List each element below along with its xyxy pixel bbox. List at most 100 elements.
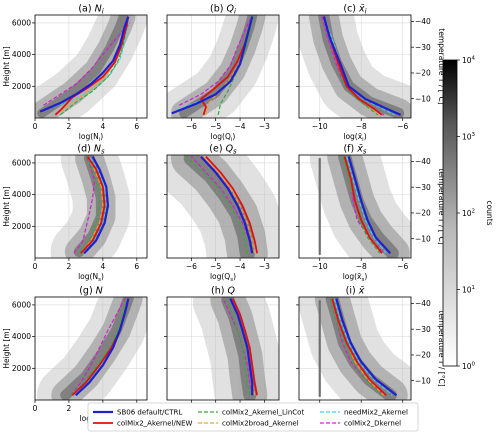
panel-c: −10 −8 −6 −10 −20 −30 −40 temperature T / [°C] (… — [296, 4, 446, 143]
legend-item-1: colMix2_Akernel/NEW — [93, 420, 193, 428]
axes-frame — [34, 154, 148, 259]
y-tick-label: 4000 — [12, 332, 31, 341]
x-tick-label: −10 — [312, 262, 328, 271]
y-tick-label: 6000 — [12, 19, 31, 28]
series-line-5 — [73, 156, 95, 254]
series-line-1 — [80, 156, 106, 254]
x-tick-label: 4 — [100, 122, 105, 131]
legend-label: needMix2_Akernel — [344, 409, 408, 417]
y2-tick-label: −40 — [415, 299, 431, 308]
colorbar-tick-label: 100 — [462, 362, 476, 372]
legend-item-5: colMix2_Dkernel — [320, 420, 401, 428]
axes-frame — [166, 296, 280, 401]
panel-title: (i) x̄ — [346, 286, 365, 297]
series-line-1 — [331, 298, 387, 396]
x-axis-label: log(Ns) — [78, 272, 104, 283]
axes-frame — [298, 154, 412, 259]
series-line-2 — [70, 298, 128, 396]
y2-tick-label: −20 — [415, 209, 431, 218]
series-line-2 — [60, 16, 129, 116]
x-axis-label: log(x̄s) — [343, 272, 368, 283]
y2-tick-label: −10 — [415, 94, 431, 103]
x-axis-label: log(Qs) — [210, 272, 236, 283]
panel-title: (e) Qs — [209, 144, 237, 156]
y-axis-label: Height [m] — [2, 328, 11, 368]
series-line-0 — [322, 16, 402, 116]
y-tick-label: 2000 — [12, 222, 31, 231]
panel-title: (d) Ns — [77, 144, 105, 156]
axes-frame — [34, 14, 148, 119]
panel-f: −10 −8 −6 −10 −20 −30 −40 temperature T / [°C] (… — [296, 144, 446, 283]
panel-title: (h) Q — [211, 286, 235, 297]
colorbar-tick-label: 103 — [462, 132, 476, 142]
series-line-0 — [347, 156, 392, 254]
x-tick-label: 4 — [100, 262, 105, 271]
x-tick-label: 2 — [67, 404, 72, 413]
x-tick-label: −4 — [235, 262, 246, 271]
legend: SB06 default/CTRL colMix2_Akernel/NEW colM… — [87, 402, 419, 432]
y2-tick-label: −30 — [415, 325, 431, 334]
x-tick-label: −5 — [210, 262, 221, 271]
series-line-2 — [323, 16, 379, 116]
y2-tick-label: −10 — [415, 234, 431, 243]
density-cloud-peak — [37, 15, 128, 118]
x-tick-label: 0 — [33, 122, 38, 131]
x-tick-label: 6 — [134, 262, 139, 271]
x-axis-label: log(Ni) — [79, 132, 104, 143]
y-axis-label: Height [m] — [2, 186, 11, 226]
x-tick-label: 0 — [33, 262, 38, 271]
panel-d: 0 2 4 6 2000 4000 6000 Height [m] (d) Ns log(Ns) — [2, 144, 148, 283]
legend-label: colMix2_Akernel/NEW — [117, 420, 193, 428]
panel-grid: 0 2 4 6 2000 4000 6000 Height [m] (a) Ni log(Ni) −… — [2, 4, 446, 424]
y-tick-label: 4000 — [12, 190, 31, 199]
panel-a: 0 2 4 6 2000 4000 6000 Height [m] (a) Ni log(Ni) — [2, 4, 148, 143]
series-line-0 — [335, 298, 398, 397]
series-line-4 — [82, 156, 107, 254]
x-tick-label: −5 — [210, 122, 221, 131]
x-axis-label: log(x̄i) — [343, 132, 366, 143]
x-tick-label: −6 — [186, 122, 197, 131]
legend-item-4: needMix2_Akernel — [320, 409, 408, 417]
panel-title: (f) x̄s — [343, 144, 366, 156]
y-tick-label: 6000 — [12, 301, 31, 310]
y2-tick-label: −30 — [415, 183, 431, 192]
y2-tick-label: −10 — [415, 376, 431, 385]
series-line-3 — [78, 156, 104, 254]
legend-label: SB06 default/CTRL — [117, 409, 182, 417]
series-line-0 — [200, 155, 254, 254]
series-line-0 — [39, 16, 130, 113]
series-line-0 — [171, 16, 254, 115]
x-tick-label: −8 — [356, 122, 367, 131]
series-line-5 — [70, 298, 126, 396]
series-line-0 — [229, 298, 254, 396]
y2-tick-label: −40 — [415, 17, 431, 26]
y2-axis-label: temperature T / [°C] — [437, 310, 446, 386]
series-line-2 — [341, 156, 381, 254]
x-tick-label: −10 — [312, 122, 328, 131]
y2-tick-label: −40 — [415, 157, 431, 166]
panel-h: −6−5−4−3(h) Qlog(Q) — [164, 286, 280, 423]
series-line-1 — [54, 16, 130, 116]
series-line-4 — [346, 156, 387, 254]
density-cloud-peak — [183, 155, 256, 258]
legend-item-3: colMix2broad_Akernel — [198, 420, 299, 428]
x-tick-label: −4 — [235, 122, 246, 131]
y2-axis-label: temperature T / [°C] — [437, 28, 446, 104]
series-line-2 — [217, 16, 255, 115]
x-tick-label: 2 — [67, 122, 72, 131]
colorbar-label: counts — [485, 200, 494, 225]
x-tick-label: 2 — [67, 262, 72, 271]
axes-frame — [166, 14, 280, 119]
y-tick-label: 2000 — [12, 364, 31, 373]
x-tick-label: −3 — [259, 122, 270, 131]
series-line-1 — [231, 298, 258, 396]
series-line-5 — [43, 22, 131, 106]
colorbar-gradient — [442, 59, 458, 367]
series-line-4 — [333, 298, 393, 396]
x-tick-label: −3 — [259, 262, 270, 271]
legend-box — [87, 402, 419, 432]
x-tick-label: −6 — [397, 262, 408, 271]
series-line-1 — [205, 155, 258, 254]
